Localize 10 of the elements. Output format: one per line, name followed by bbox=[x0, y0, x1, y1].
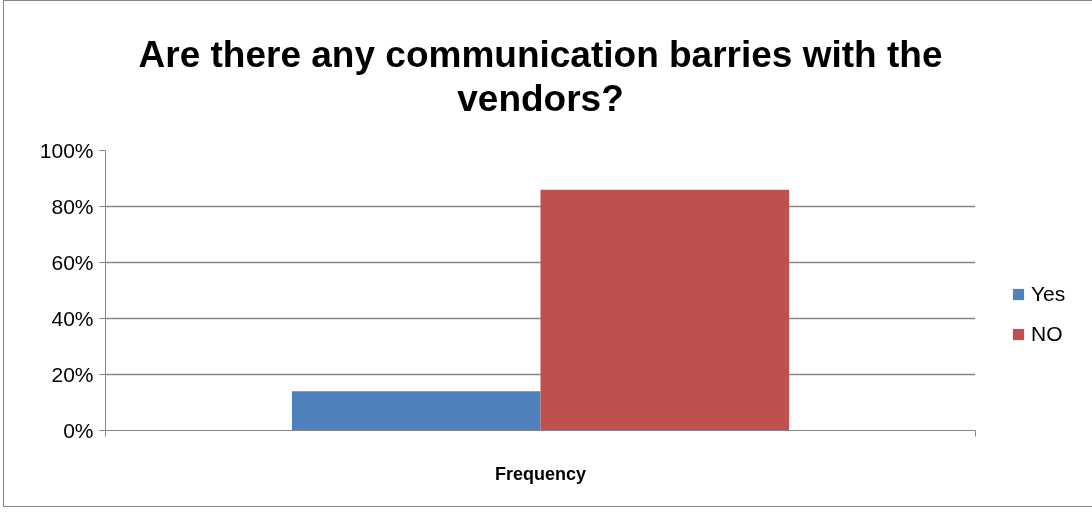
y-tick-label: 100% bbox=[39, 139, 94, 162]
x-axis-title: Frequency bbox=[494, 463, 587, 484]
legend-label: Yes bbox=[1031, 282, 1066, 306]
legend-label: NO bbox=[1031, 322, 1063, 346]
y-tick-label: 0% bbox=[63, 419, 94, 442]
y-tick-label: 80% bbox=[51, 195, 94, 218]
chart-title: Are there any communication barries with the vendors? bbox=[138, 34, 943, 120]
y-tick-label: 20% bbox=[51, 363, 94, 386]
y-tick-label: 60% bbox=[51, 251, 94, 274]
y-tick-label: 40% bbox=[51, 307, 94, 330]
